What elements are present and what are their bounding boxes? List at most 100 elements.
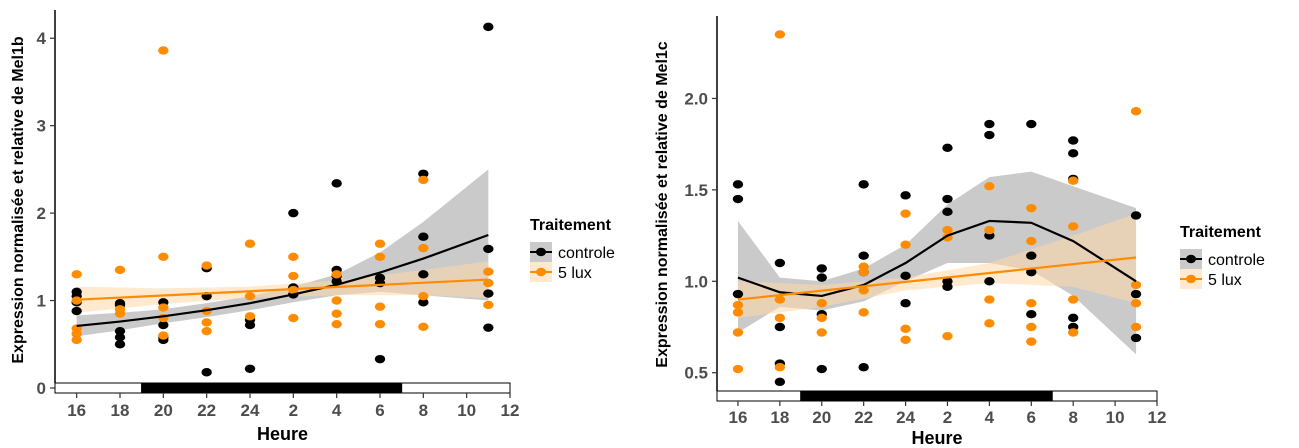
legend-label: 5 lux (1208, 272, 1242, 289)
data-point (1067, 176, 1079, 185)
data-point (900, 240, 911, 249)
data-point (374, 319, 386, 329)
data-point (732, 289, 744, 299)
data-point (374, 239, 386, 248)
data-point (900, 299, 911, 308)
x-tick-label: 20 (812, 408, 831, 427)
x-tick-label: 24 (241, 401, 260, 420)
data-point (71, 270, 82, 279)
data-point (816, 328, 827, 337)
trend-line-controle (737, 219, 1137, 298)
data-point (483, 244, 494, 254)
data-point (732, 194, 744, 204)
x-tick-label: 8 (1068, 408, 1077, 427)
data-point (1067, 313, 1079, 323)
data-point (984, 295, 995, 304)
data-point (732, 308, 744, 317)
x-tick-label: 4 (985, 408, 995, 427)
legend-title: Traitement (1180, 224, 1262, 241)
x-tick-label: 22 (197, 401, 216, 420)
data-point (1026, 337, 1037, 346)
data-point (331, 179, 342, 188)
trend-line-controle (76, 233, 489, 328)
data-point (984, 119, 995, 129)
y-tick-label: 0 (37, 379, 46, 398)
data-point (942, 207, 953, 217)
chart-panel-2 (712, 16, 1202, 406)
data-point (774, 30, 786, 39)
legend-key-point (536, 267, 546, 277)
y-tick-label: 0.5 (684, 364, 708, 383)
data-point (1026, 299, 1037, 308)
data-point (114, 265, 126, 275)
x-tick-label: 12 (501, 401, 520, 420)
y-axis-label: Expression normalisée et relative de Mel… (654, 41, 671, 367)
photoperiod-bar-segment (401, 382, 511, 394)
y-tick-label: 1 (37, 292, 46, 311)
data-point (1067, 136, 1079, 145)
data-point (244, 364, 256, 373)
data-point (418, 322, 429, 331)
y-tick-label: 4 (37, 29, 47, 48)
data-point (331, 319, 342, 329)
legend-label: 5 lux (558, 265, 592, 282)
legend-title: Traitement (530, 217, 612, 234)
data-point (331, 296, 342, 305)
x-tick-label: 24 (896, 408, 915, 427)
photoperiod-bar-segment (141, 382, 403, 394)
data-point (158, 252, 169, 262)
data-point (1130, 289, 1142, 299)
data-point (1130, 107, 1142, 116)
data-point (288, 313, 299, 323)
data-point (942, 143, 953, 153)
data-point (1067, 222, 1079, 231)
data-point (483, 278, 494, 288)
data-point (1130, 322, 1142, 332)
data-point (288, 271, 299, 281)
data-point (114, 326, 126, 336)
data-point (71, 306, 82, 316)
data-point (858, 363, 869, 372)
x-tick-label: 2 (943, 408, 952, 427)
data-point (114, 305, 126, 314)
data-point (1026, 310, 1037, 319)
data-point (774, 313, 786, 323)
data-point (201, 261, 212, 270)
trend-line-5-lux (737, 256, 1137, 301)
data-point (158, 46, 169, 55)
x-tick-label: 18 (770, 408, 789, 427)
data-point (984, 182, 995, 191)
data-point (732, 300, 744, 310)
data-point (71, 335, 82, 345)
data-point (418, 291, 429, 301)
y-axis-label: Expression normalisée et relative de Mel… (10, 36, 27, 363)
data-point (71, 287, 82, 297)
data-point (114, 340, 126, 349)
legend-key-point (1186, 274, 1196, 284)
data-point (158, 320, 169, 330)
data-point (942, 194, 953, 204)
data-point (374, 273, 386, 283)
data-point (900, 271, 911, 281)
data-point (331, 309, 342, 318)
data-point (900, 191, 911, 200)
data-point (816, 273, 827, 282)
y-tick-label: 1.5 (684, 181, 708, 200)
data-point (114, 298, 126, 308)
confidence-band-controle (76, 169, 489, 337)
data-point (942, 331, 953, 341)
x-tick-label: 20 (154, 401, 173, 420)
data-point (374, 252, 386, 262)
data-point (984, 319, 995, 328)
photoperiod-bar-segment (800, 390, 1053, 402)
data-point (374, 302, 386, 311)
data-point (732, 180, 744, 189)
data-point (418, 169, 429, 178)
data-point (483, 323, 494, 332)
data-point (201, 368, 212, 377)
y-tick-label: 1.0 (684, 272, 708, 291)
x-tick-label: 16 (67, 401, 86, 420)
data-point (816, 313, 827, 323)
x-tick-label: 16 (728, 408, 747, 427)
